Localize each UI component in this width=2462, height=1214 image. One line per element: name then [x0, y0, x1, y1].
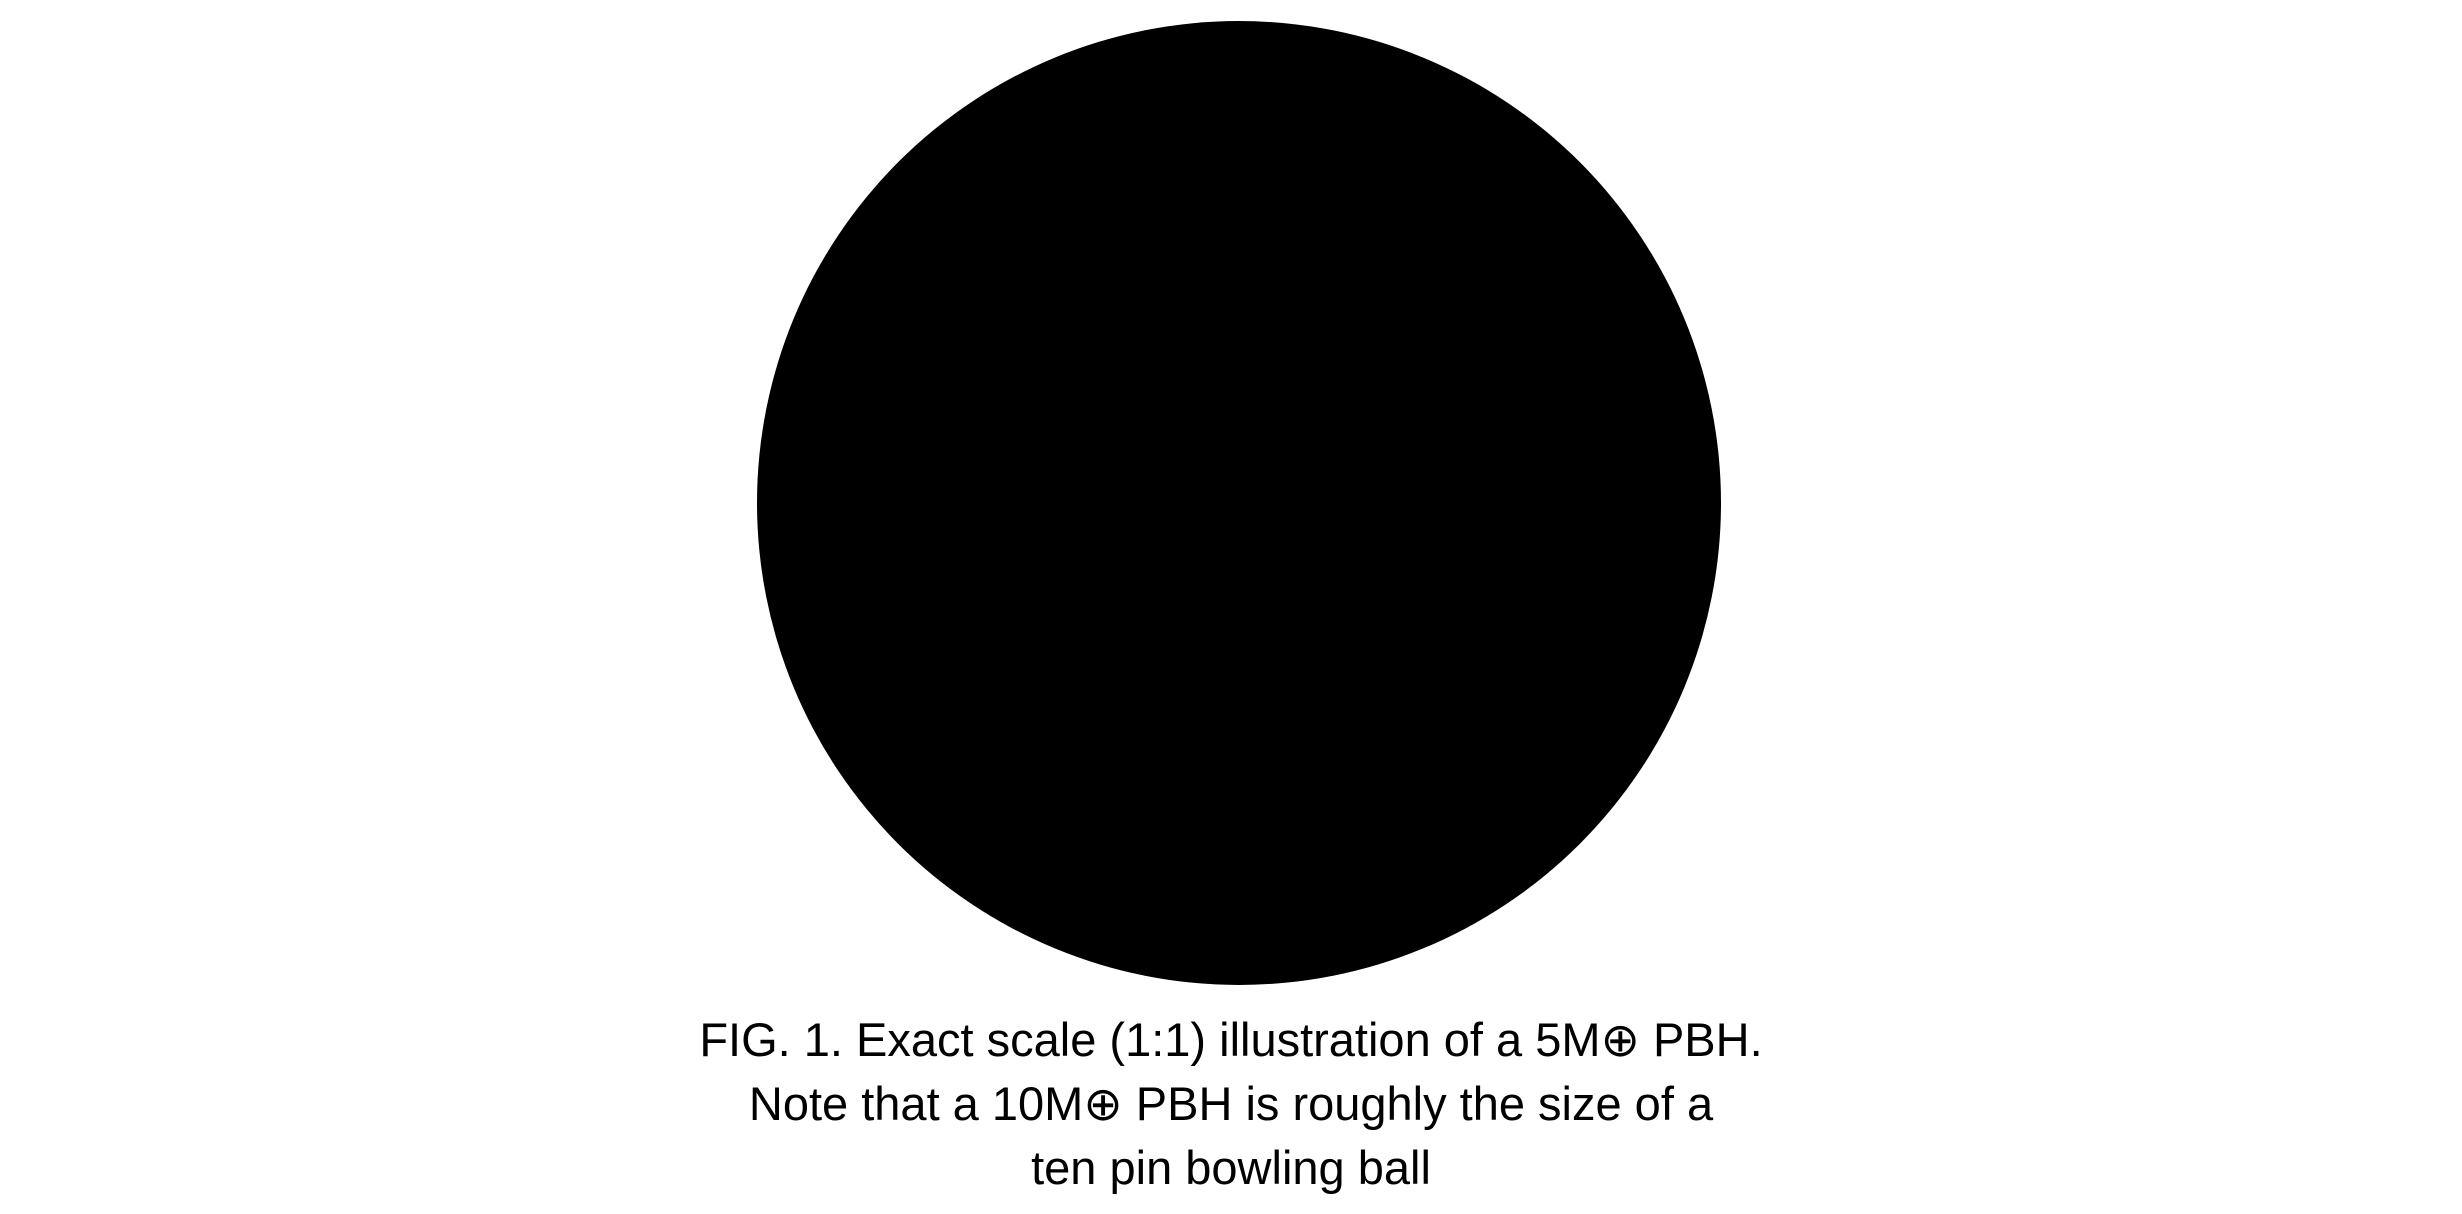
pbh-disk [757, 21, 1721, 985]
caption-line-3: ten pin bowling ball [1031, 1141, 1431, 1194]
pbh-svg [757, 21, 1721, 985]
caption-line-1: FIG. 1. Exact scale (1:1) illustration o… [699, 1013, 1763, 1066]
caption-line-2: Note that a 10M⊕ PBH is roughly the size… [748, 1077, 1714, 1130]
pbh-illustration [757, 21, 1721, 985]
figure-caption: FIG. 1. Exact scale (1:1) illustration o… [0, 1008, 2462, 1200]
